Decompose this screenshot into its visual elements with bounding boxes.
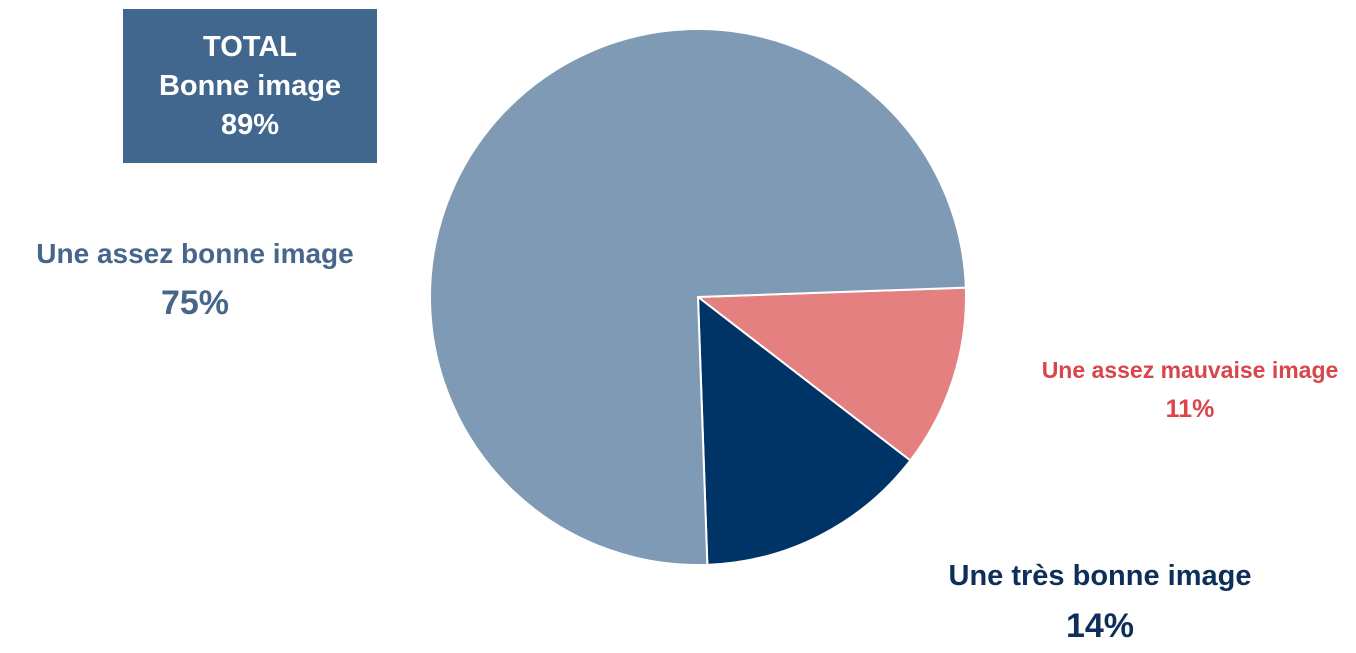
pie-slice-assez-bonne-image bbox=[429, 28, 967, 566]
pie-slice-assez-mauvaise-image bbox=[695, 286, 967, 462]
label-tres-bonne-image: Une très bonne image 14% bbox=[910, 553, 1290, 653]
label-assez-bonne-pct: 75% bbox=[160, 284, 230, 322]
total-title: TOTAL bbox=[203, 30, 297, 63]
total-summary-box: TOTAL Bonne image 89% bbox=[123, 9, 377, 163]
label-mauvaise-name: Une assez mauvaise image bbox=[1041, 357, 1339, 383]
label-mauvaise-pct: 11% bbox=[1165, 395, 1215, 423]
label-tres-bonne-pct: 14% bbox=[1065, 607, 1135, 645]
label-assez-bonne-image: Une assez bonne image 75% bbox=[5, 232, 385, 330]
total-subtitle: Bonne image bbox=[158, 69, 342, 102]
pie-slice-tres-bonne-image bbox=[696, 294, 912, 566]
label-tres-bonne-name: Une très bonne image bbox=[948, 560, 1252, 592]
total-value: 89% bbox=[220, 108, 280, 141]
pie-chart bbox=[429, 28, 967, 566]
label-assez-mauvaise-image: Une assez mauvaise image 11% bbox=[992, 354, 1356, 432]
label-assez-bonne-name: Une assez bonne image bbox=[36, 238, 354, 269]
pie-slices bbox=[429, 28, 967, 566]
